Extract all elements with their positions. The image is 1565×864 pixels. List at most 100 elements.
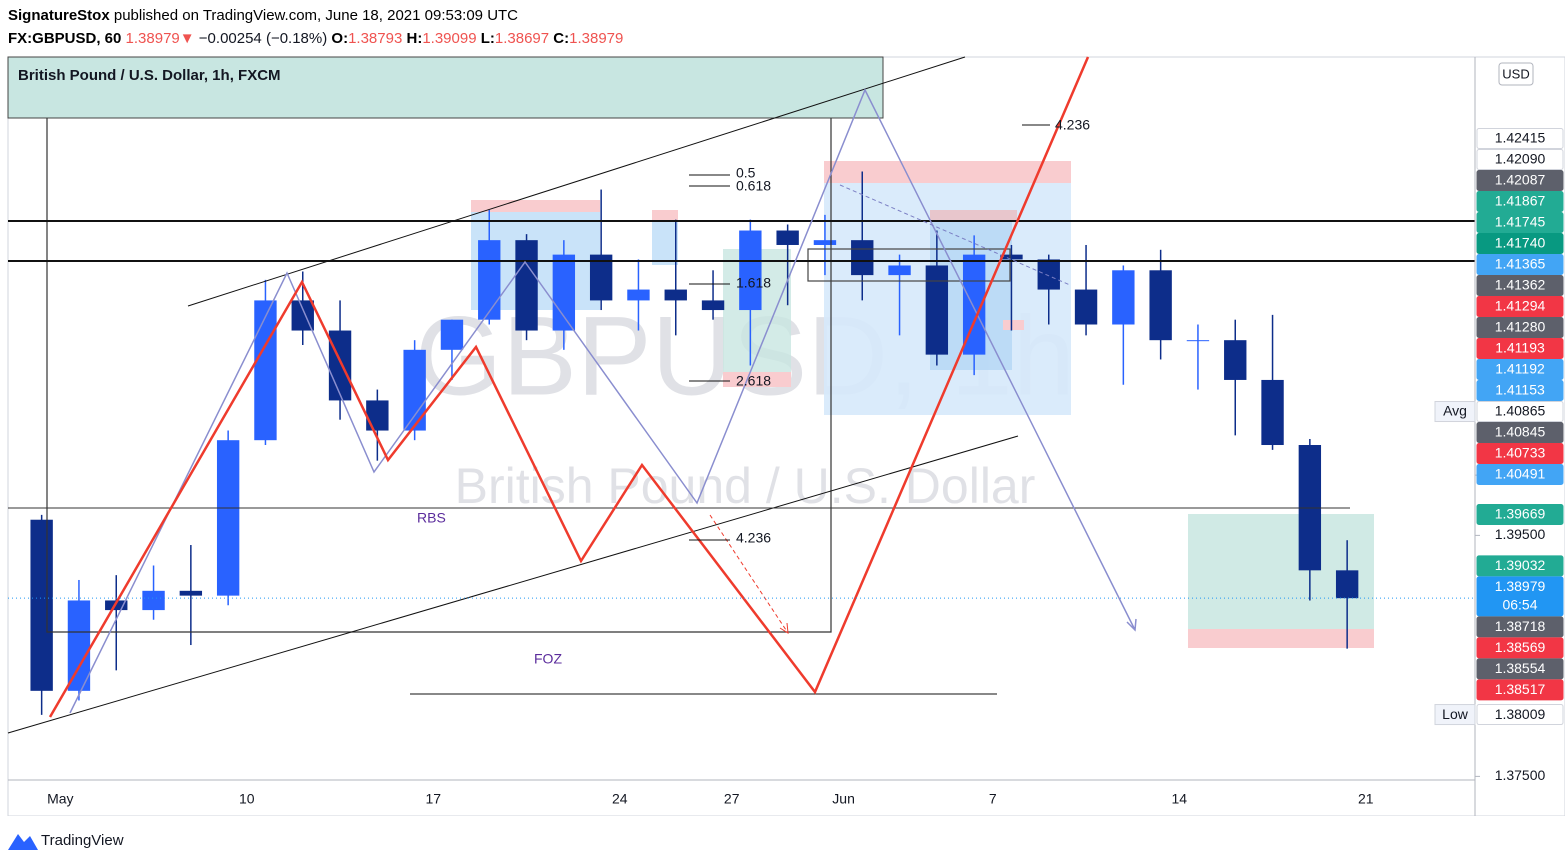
price-label-box — [1476, 658, 1564, 680]
price-label: 1.40845 — [1495, 424, 1546, 440]
stop-zone — [1188, 629, 1374, 648]
candle-body — [776, 230, 799, 245]
candle-body — [1074, 289, 1098, 325]
candle-body — [328, 330, 352, 401]
candle-body — [701, 300, 725, 311]
footer-brand[interactable]: TradingView — [41, 832, 124, 849]
x-tick-label: 7 — [989, 791, 997, 807]
candle-body — [478, 240, 501, 320]
price-label-box — [1476, 464, 1564, 486]
price-label-box — [1476, 212, 1564, 234]
chart-frame — [7, 56, 1565, 817]
zone-label: FOZ — [534, 651, 562, 667]
arrow-head — [779, 622, 789, 634]
channel-lower — [7, 435, 1019, 734]
c-value: 1.38979 — [569, 30, 623, 47]
price-label: 1.41153 — [1495, 382, 1545, 398]
legend: British Pound / U.S. Dollar, 1h, FXCM — [18, 67, 281, 84]
candle-body — [1149, 270, 1172, 341]
price-label-box — [1476, 254, 1564, 276]
price-label-box — [1476, 233, 1564, 255]
candle-body — [105, 600, 128, 611]
stop-zone — [652, 210, 678, 221]
price-label-box — [1476, 149, 1564, 171]
candle-body — [1335, 570, 1359, 599]
candle-body — [1000, 254, 1023, 260]
price-label-box — [1476, 422, 1564, 444]
candle-body — [216, 440, 240, 596]
author: SignatureStox — [8, 7, 110, 24]
fib-label: 0.5 — [736, 165, 756, 181]
fib-levels — [689, 124, 1050, 541]
price-label: 1.41294 — [1495, 298, 1546, 314]
h-value: 1.39099 — [422, 30, 476, 47]
candle-body — [739, 230, 762, 311]
candle-body — [589, 254, 613, 301]
price-label: 1.40865 — [1495, 403, 1546, 419]
price-label: 1.38569 — [1495, 639, 1546, 655]
zone-labels: RBS FOZ — [417, 510, 562, 667]
candle-body — [962, 254, 986, 355]
price-label: 1.41192 — [1495, 361, 1545, 377]
price-label: 1.38979 — [1495, 578, 1546, 594]
o-value: 1.38793 — [348, 30, 402, 47]
price-label-box — [1476, 401, 1564, 423]
o-key: O: — [331, 30, 348, 47]
price-axis: 1.375001.395001.400001.424151.420901.420… — [1434, 128, 1564, 783]
candle-body — [1186, 340, 1210, 342]
y-tick-label: 1.37500 — [1495, 767, 1546, 783]
price-tag: Low — [1442, 706, 1469, 722]
price-label: 1.41362 — [1495, 277, 1546, 293]
price-label: 1.39032 — [1495, 557, 1546, 573]
price-label-box — [1476, 576, 1564, 617]
candle-body — [440, 319, 464, 350]
price-label: 1.41745 — [1495, 214, 1546, 230]
candle-body — [813, 240, 837, 245]
stop-zone — [824, 161, 1071, 183]
price-label-box — [1476, 555, 1564, 577]
x-tick-label: 10 — [239, 791, 255, 807]
x-tick-label: 17 — [426, 791, 442, 807]
stop-zone — [930, 210, 1017, 222]
target-zone — [652, 221, 678, 265]
price-label-box — [1476, 170, 1564, 192]
change: −0.00254 (−0.18%) — [199, 30, 327, 47]
candle-body — [67, 600, 91, 691]
currency-button[interactable]: USD — [1498, 62, 1534, 86]
price-label: 1.39669 — [1495, 506, 1546, 522]
price-label: 1.38009 — [1495, 706, 1546, 722]
footer-logo[interactable]: TradingView — [8, 832, 124, 850]
fib-label: 0.618 — [736, 178, 771, 194]
footer-bar — [0, 816, 1565, 864]
price-label-box — [1476, 317, 1564, 339]
countdown: 06:54 — [1502, 597, 1537, 613]
last: 1.38979 — [126, 30, 180, 47]
price-tag-box — [1434, 401, 1476, 423]
l-value: 1.38697 — [495, 30, 549, 47]
symbol: FX:GBPUSD, 60 — [8, 30, 121, 47]
price-label-box — [1476, 359, 1564, 381]
price-label: 1.38517 — [1495, 681, 1546, 697]
arrow-head — [1126, 618, 1137, 632]
price-label: 1.42087 — [1495, 172, 1546, 188]
price-label: 1.40491 — [1495, 466, 1546, 482]
c-key: C: — [553, 30, 569, 47]
currency[interactable]: USD — [1502, 66, 1529, 81]
candle-body — [142, 590, 165, 611]
candle-body — [403, 349, 426, 431]
publish-line: SignatureStox published on TradingView.c… — [8, 7, 518, 24]
price-label-box — [1476, 380, 1564, 402]
y-tick-label: 1.39500 — [1495, 526, 1546, 542]
fib-label: 4.236 — [1055, 117, 1090, 133]
range-box — [46, 118, 832, 633]
price-label-box — [1476, 637, 1564, 659]
price-tag-box — [1434, 704, 1476, 726]
logo-mark[interactable] — [8, 834, 38, 850]
price-label: 1.38554 — [1495, 660, 1546, 676]
header: SignatureStox published on TradingView.c… — [8, 7, 623, 47]
drawings: 0.5 0.618 1.618 2.618 4.236 4.236 RBS FO… — [7, 56, 1475, 734]
price-label: 1.41193 — [1495, 340, 1545, 356]
currency-box[interactable] — [1498, 62, 1534, 86]
price-label-box — [1476, 296, 1564, 318]
